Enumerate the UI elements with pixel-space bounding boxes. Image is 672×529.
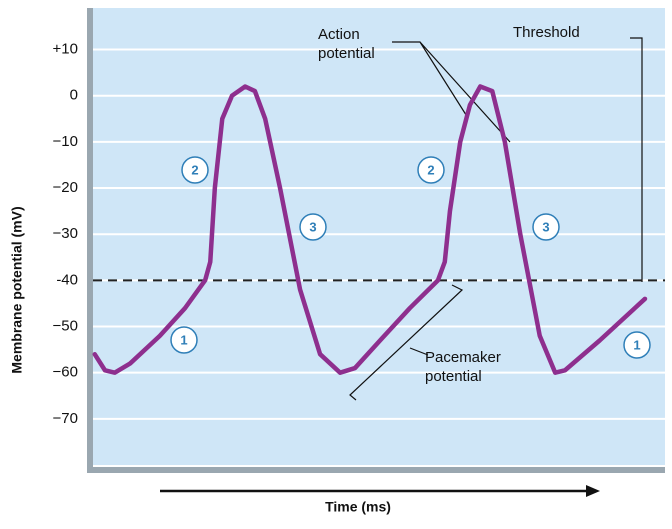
y-tick-label: −60 <box>53 364 78 381</box>
phase-label: 1 <box>633 337 640 352</box>
y-tick-label: +10 <box>53 41 78 58</box>
annotation: potential <box>425 368 482 385</box>
y-tick-label: −50 <box>53 317 78 334</box>
annotation: Pacemaker <box>425 349 501 366</box>
time-arrow-head <box>586 485 600 497</box>
y-tick-label: -40 <box>56 271 78 288</box>
y-tick-label: −30 <box>53 225 78 242</box>
phase-circle <box>181 156 209 184</box>
phase-circle <box>170 326 198 354</box>
phase-circle <box>299 213 327 241</box>
phase-label: 3 <box>542 219 549 234</box>
y-tick-label: −70 <box>53 410 78 427</box>
axis-frame <box>87 8 665 473</box>
annotation-leaders <box>349 37 643 401</box>
phase-circle <box>417 156 445 184</box>
phase-label: 2 <box>191 162 198 177</box>
y-tick-label: −20 <box>53 179 78 196</box>
y-axis-title: Membrane potential (mV) <box>9 206 25 373</box>
phase-label: 2 <box>427 162 434 177</box>
annotation: Threshold <box>513 24 580 41</box>
x-axis-title: Time (ms) <box>325 499 391 515</box>
y-tick-label: −10 <box>53 133 78 150</box>
plot-area <box>93 8 665 465</box>
phase-circle <box>532 213 560 241</box>
phase-circle <box>623 331 651 359</box>
membrane-potential-line <box>92 84 648 375</box>
annotation: potential <box>318 45 375 62</box>
phase-label: 1 <box>180 332 187 347</box>
annotation: Action <box>318 26 360 43</box>
phase-label: 3 <box>309 219 316 234</box>
y-tick-label: 0 <box>70 87 78 104</box>
